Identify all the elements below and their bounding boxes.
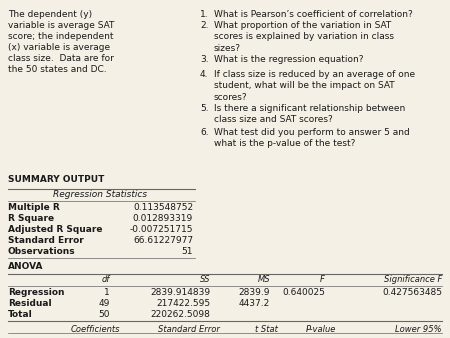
Text: What proportion of the variation in SAT
scores is explained by variation in clas: What proportion of the variation in SAT …: [214, 21, 394, 53]
Text: 66.61227977: 66.61227977: [133, 236, 193, 245]
Text: MS: MS: [257, 275, 270, 284]
Text: Standard Error: Standard Error: [8, 236, 84, 245]
Text: score; the independent: score; the independent: [8, 32, 113, 41]
Text: 4437.2: 4437.2: [239, 299, 270, 308]
Text: 2.: 2.: [200, 21, 208, 30]
Text: F: F: [320, 275, 325, 284]
Text: Residual: Residual: [8, 299, 52, 308]
Text: ANOVA: ANOVA: [8, 262, 44, 271]
Text: Observations: Observations: [8, 247, 76, 256]
Text: Total: Total: [8, 310, 33, 319]
Text: (x) variable is average: (x) variable is average: [8, 43, 110, 52]
Text: R Square: R Square: [8, 214, 54, 223]
Text: 49: 49: [99, 299, 110, 308]
Text: 50: 50: [99, 310, 110, 319]
Text: class size.  Data are for: class size. Data are for: [8, 54, 114, 63]
Text: 1.: 1.: [200, 10, 209, 19]
Text: Regression Statistics: Regression Statistics: [53, 190, 147, 199]
Text: 217422.595: 217422.595: [156, 299, 210, 308]
Text: Significance F: Significance F: [383, 275, 442, 284]
Text: If class size is reduced by an average of one
student, what will be the impact o: If class size is reduced by an average o…: [214, 70, 415, 102]
Text: t Stat: t Stat: [255, 325, 278, 334]
Text: What is Pearson’s coefficient of correlation?: What is Pearson’s coefficient of correla…: [214, 10, 413, 19]
Text: What is the regression equation?: What is the regression equation?: [214, 55, 364, 64]
Text: Lower 95%: Lower 95%: [396, 325, 442, 334]
Text: the 50 states and DC.: the 50 states and DC.: [8, 65, 107, 74]
Text: 3.: 3.: [200, 55, 209, 64]
Text: 1: 1: [104, 288, 110, 297]
Text: 51: 51: [181, 247, 193, 256]
Text: 2839.9: 2839.9: [238, 288, 270, 297]
Text: df: df: [102, 275, 110, 284]
Text: Regression: Regression: [8, 288, 64, 297]
Text: Standard Error: Standard Error: [158, 325, 220, 334]
Text: 0.012893319: 0.012893319: [133, 214, 193, 223]
Text: Coefficients: Coefficients: [71, 325, 120, 334]
Text: 0.427563485: 0.427563485: [382, 288, 442, 297]
Text: What test did you perform to answer 5 and
what is the p-value of the test?: What test did you perform to answer 5 an…: [214, 128, 410, 148]
Text: 0.113548752: 0.113548752: [133, 203, 193, 212]
Text: 6.: 6.: [200, 128, 209, 137]
Text: 0.640025: 0.640025: [282, 288, 325, 297]
Text: P-value: P-value: [306, 325, 336, 334]
Text: Is there a significant relationship between
class size and SAT scores?: Is there a significant relationship betw…: [214, 104, 405, 124]
Text: SUMMARY OUTPUT: SUMMARY OUTPUT: [8, 175, 104, 184]
Text: variable is average SAT: variable is average SAT: [8, 21, 114, 30]
Text: 4.: 4.: [200, 70, 208, 79]
Text: 220262.5098: 220262.5098: [150, 310, 210, 319]
Text: SS: SS: [199, 275, 210, 284]
Text: Adjusted R Square: Adjusted R Square: [8, 225, 103, 234]
Text: 5.: 5.: [200, 104, 209, 113]
Text: Multiple R: Multiple R: [8, 203, 60, 212]
Text: -0.007251715: -0.007251715: [130, 225, 193, 234]
Text: 2839.914839: 2839.914839: [150, 288, 210, 297]
Text: The dependent (y): The dependent (y): [8, 10, 92, 19]
